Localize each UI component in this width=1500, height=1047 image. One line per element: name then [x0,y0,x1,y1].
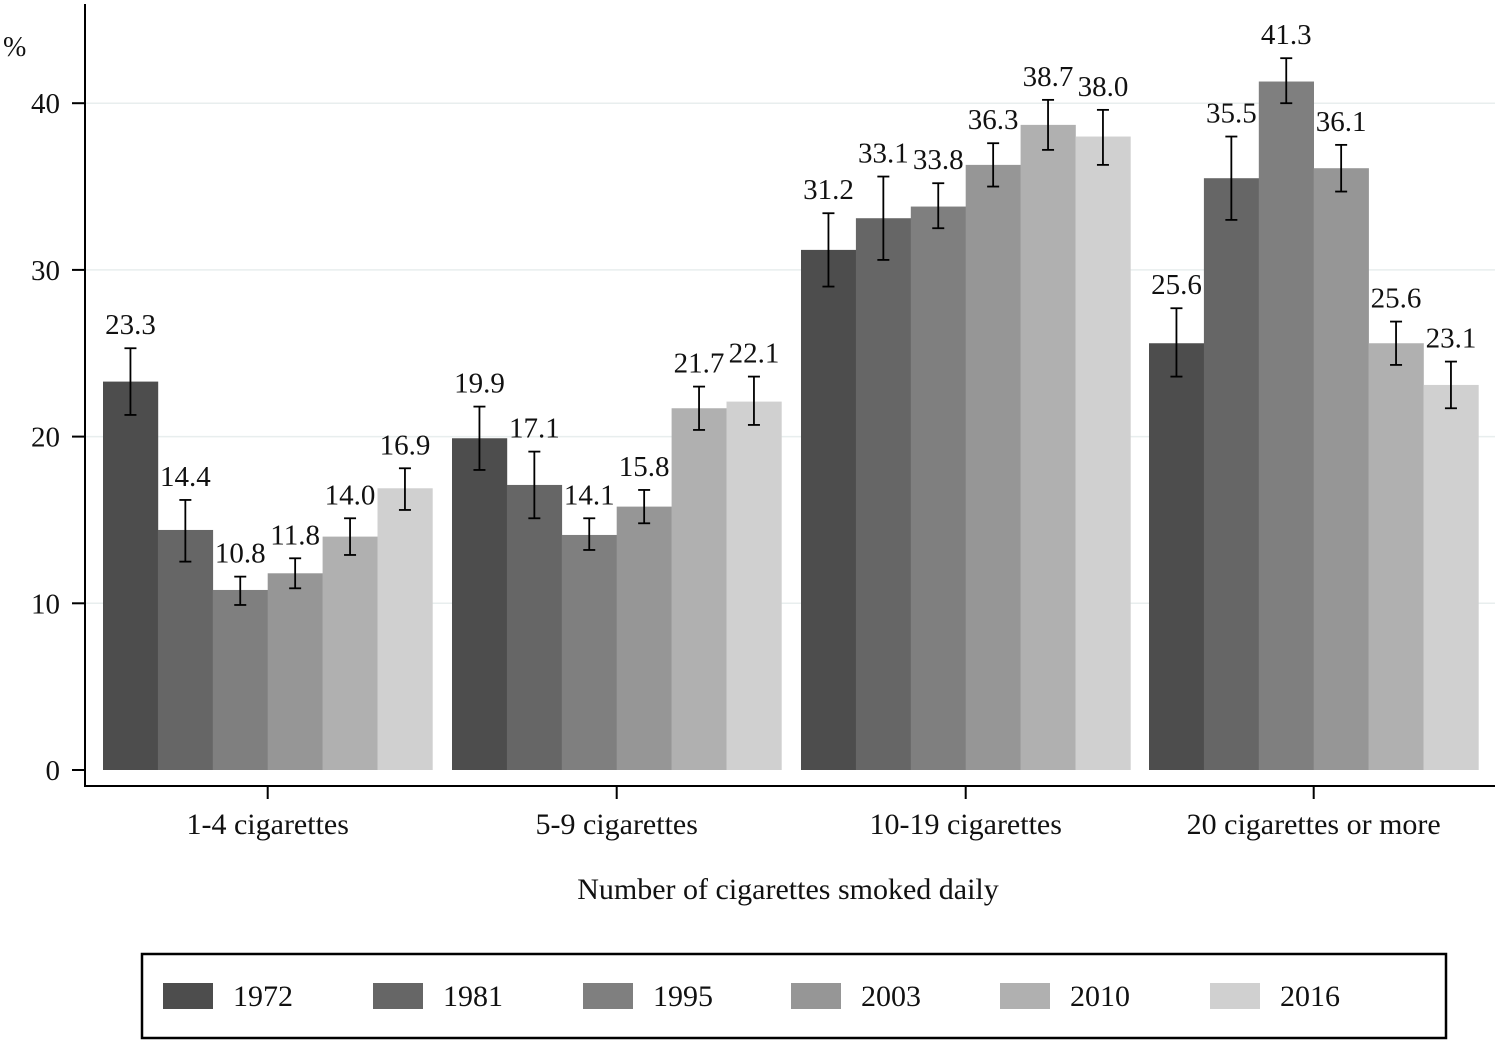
data-label: 38.0 [1078,71,1129,103]
data-label: 10.8 [215,538,266,570]
data-label: 11.8 [270,519,320,551]
data-label: 14.0 [325,479,376,511]
bar-2010-1 [671,408,727,770]
legend-label-2016: 2016 [1280,980,1340,1013]
bar-2003-0 [267,573,323,770]
error-bars [124,57,1457,606]
data-label: 31.2 [803,174,854,206]
data-label: 16.9 [380,429,431,461]
legend-label-1995: 1995 [653,980,713,1013]
bar-1972-3 [1149,343,1205,770]
bar-1995-2 [910,206,966,770]
bar-2003-3 [1313,168,1369,770]
bar-1972-1 [452,438,508,770]
y-tick-label: 10 [31,588,60,620]
data-label: 35.5 [1206,98,1257,130]
legend-swatch-2016 [1210,983,1260,1009]
data-label: 22.1 [729,338,780,370]
y-axis-label: % [3,32,26,63]
legend-label-1972: 1972 [233,980,293,1013]
y-tick-label: 20 [31,422,60,454]
legend-swatch-1995 [583,983,633,1009]
data-label: 14.4 [160,461,211,493]
data-label: 23.1 [1426,323,1477,355]
x-tick-label: 20 cigarettes or more [1187,808,1441,841]
y-tick-label: 30 [31,255,60,287]
legend-swatch-2010 [1000,983,1050,1009]
data-label: 38.7 [1023,61,1074,93]
bar-2010-3 [1368,343,1424,770]
bar-2010-0 [322,536,378,770]
legend-label-1981: 1981 [443,980,503,1013]
data-label: 19.9 [454,368,505,400]
legend-label-2003: 2003 [861,980,921,1013]
data-label: 23.3 [105,309,156,341]
data-label: 21.7 [674,348,725,380]
legend: 1972 1981 1995 2003 2010 2016 [140,952,1448,1040]
legend-swatch-1981 [373,983,423,1009]
legend-swatch-1972 [163,983,213,1009]
bar-1972-2 [801,249,857,770]
bar-2003-1 [616,506,672,770]
bar-1981-0 [157,529,214,770]
legend-swatch-2003 [791,983,841,1009]
data-label: 14.1 [564,479,615,511]
bar-1981-3 [1203,178,1260,771]
bar-2003-2 [965,164,1021,770]
data-label: 33.1 [858,138,909,170]
bar-1981-2 [855,218,912,770]
x-tick-label: 1-4 cigarettes [186,808,348,841]
data-labels: 23.3 19.9 31.2 25.6 14.4 17.1 33.1 35.5 10.8 14.1… [105,19,1476,569]
data-label: 36.1 [1316,106,1367,138]
data-label: 41.3 [1261,19,1312,51]
x-tick-label: 10-19 cigarettes [869,808,1061,841]
data-label: 36.3 [968,104,1019,136]
axes: 0 10 20 30 40 1-4 cigarettes 5-9 cigarettes 10-… [31,4,1495,841]
bar-1995-1 [561,534,617,770]
data-label: 25.6 [1371,283,1422,315]
bar-2010-2 [1020,124,1076,771]
x-axis-title: Number of cigarettes smoked daily [577,873,999,906]
legend-label-2010: 2010 [1070,980,1130,1013]
bar-2016-0 [377,488,433,770]
bar-1995-3 [1258,81,1314,771]
x-tick-label: 5-9 cigarettes [535,808,697,841]
y-tick-label: 40 [31,88,60,120]
bars [103,81,1479,771]
bar-2016-2 [1075,136,1131,771]
bar-2016-3 [1423,384,1479,770]
data-label: 17.1 [509,413,560,445]
bar-1972-0 [103,381,159,770]
bar-2016-1 [726,401,782,770]
data-label: 33.8 [913,144,964,176]
data-label: 15.8 [619,451,670,483]
y-tick-label: 0 [46,755,61,787]
bar-1995-0 [212,589,268,770]
data-label: 25.6 [1151,269,1202,301]
bar-1981-1 [506,484,563,770]
